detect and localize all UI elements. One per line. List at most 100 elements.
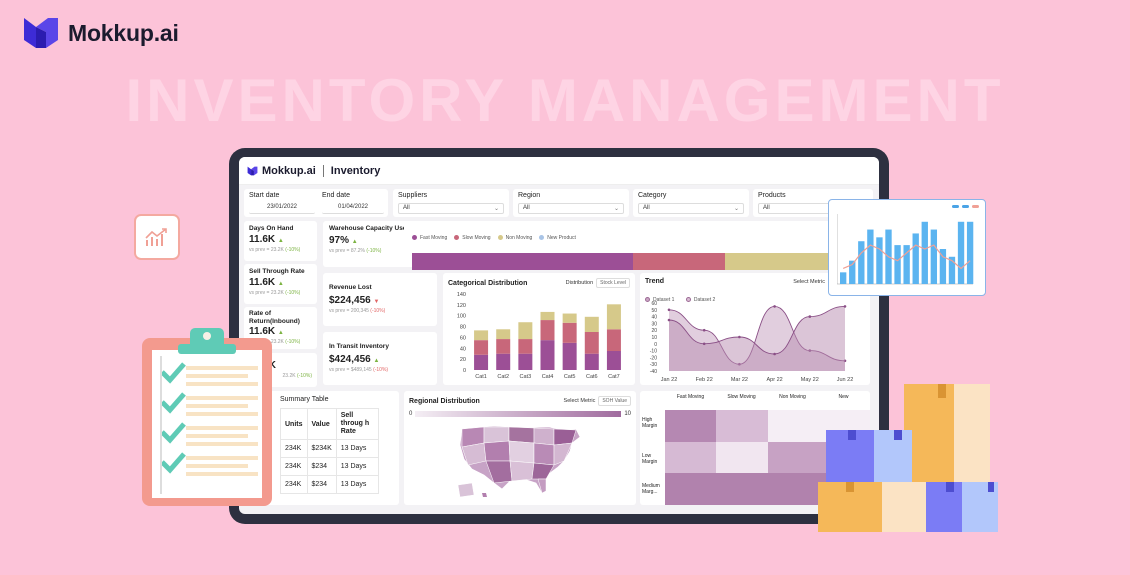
column-header: Sell throug h Rate [335, 408, 379, 440]
arrow-up-icon: ▲ [277, 330, 284, 336]
dashboard-header: Mokkup.ai Inventory [239, 157, 879, 185]
x-tick-label: Cat2 [497, 374, 509, 380]
window-dots [952, 205, 979, 208]
trend-point [667, 308, 671, 312]
check-icon [160, 452, 186, 474]
products-label: Products [758, 192, 786, 199]
y-tick-label: 60 [651, 301, 657, 307]
color-scale: 0 10 [409, 411, 631, 417]
y-tick-label: 140 [457, 292, 466, 298]
suppliers-value: All [403, 205, 410, 211]
dashboard-screen: Mokkup.ai Inventory Start date 23/01/202… [239, 157, 879, 514]
bar-segment [606, 351, 621, 370]
movement-segment [412, 253, 633, 270]
mokkup-logo-icon [247, 166, 258, 175]
arrow-down-icon: ▼ [373, 299, 380, 305]
movement-legend: Fast Moving Slow Moving Non Moving New Prod… [412, 227, 872, 245]
arrow-up-icon: ▲ [351, 239, 358, 245]
categorical-bar-chart: 0 20 40 60 80 100 120 140 Cat1 Cat2 Cat3 Cat4 Cat5 Ca… [457, 292, 621, 380]
check-icon [160, 362, 186, 384]
end-date-input[interactable]: 01/04/2022 [322, 203, 384, 214]
bar [921, 221, 928, 284]
kpi-revenue-lost: Revenue Lost $224,456 ▼ vs prev = 200,34… [323, 273, 437, 326]
category-value: All [643, 205, 650, 211]
trend-metric-selector[interactable]: Select Metric [793, 278, 825, 285]
x-tick-label: Cat3 [520, 374, 532, 380]
region-filter: Region All ⌄ [513, 189, 629, 217]
kpi-label: In Transit Inventory [329, 343, 389, 350]
bar-segment [606, 304, 621, 330]
brand-name: Mokkup.ai [68, 19, 179, 46]
kpi-sub: vs prev = 23.2K (-10%) [249, 290, 301, 296]
kpi-sub: vs prev = 87.2% (-10%) [329, 248, 382, 254]
kpi-value: K [268, 360, 276, 371]
kpi-label: Days On Hand [249, 225, 294, 232]
trend-legend: Dataset 1 Dataset 2 [645, 289, 865, 307]
y-tick-label: 0 [463, 368, 466, 374]
x-tick-label: Cat1 [475, 374, 487, 380]
category-label: Category [638, 192, 667, 199]
category-select[interactable]: All ⌄ [638, 203, 744, 214]
hero-title: INVENTORY MANAGEMENT [125, 67, 1005, 134]
bar-segment [496, 329, 511, 340]
table-row: 234K $234 13 Days [280, 457, 379, 476]
suppliers-select[interactable]: All ⌄ [398, 203, 504, 214]
distribution-selector[interactable]: Distribution Stock Level [566, 278, 630, 288]
table-header-row: Units Value Sell throug h Rate [280, 408, 379, 440]
matrix-cell [716, 473, 768, 505]
trend-point [773, 305, 776, 308]
dashboard-title: Inventory [330, 164, 381, 177]
regional-distribution-card: Regional Distribution Select Metric SOH V… [404, 391, 636, 505]
kpi-label: Rate of Return(Inbound) [249, 310, 300, 325]
table-row: 234K $234K 13 Days [280, 439, 379, 458]
dashboard-brand: Mokkup.ai [262, 164, 316, 177]
bar [912, 233, 919, 284]
bar-segment [496, 353, 511, 370]
bar-segment [540, 340, 555, 370]
bar [867, 229, 874, 284]
end-date-label: End date [322, 192, 351, 199]
chevron-down-icon: ⌄ [493, 206, 499, 212]
y-tick-label: 40 [651, 315, 657, 321]
matrix-cell [716, 410, 768, 442]
bar-segment [518, 353, 533, 370]
trend-line [842, 244, 971, 270]
mokkup-logo-icon [24, 18, 58, 48]
y-tick-label: 80 [460, 325, 466, 331]
checklist [142, 328, 272, 506]
bar [948, 256, 956, 284]
x-tick-label: Cat7 [608, 374, 620, 380]
matrix-cell [767, 410, 819, 442]
regional-metric-selector[interactable]: Select Metric SOH Value [564, 396, 631, 406]
bar [894, 245, 901, 284]
bar [849, 260, 856, 284]
y-tick-label: -30 [650, 362, 657, 368]
kpi-value: 11.6K ▲ [249, 234, 284, 245]
products-value: All [763, 205, 770, 211]
column-header: Value [306, 408, 337, 440]
region-select[interactable]: All ⌄ [518, 203, 624, 214]
brand-logo: Mokkup.ai [22, 16, 179, 50]
bar-segment [518, 339, 533, 354]
region-label: Region [518, 192, 541, 199]
trend-point [738, 335, 741, 339]
y-tick-label: 20 [651, 328, 657, 334]
y-tick-label: -20 [650, 355, 657, 361]
start-date-input[interactable]: 23/01/2022 [249, 203, 315, 214]
category-filter: Category All ⌄ [633, 189, 749, 217]
kpi-value: $224,456 ▼ [329, 295, 380, 306]
y-tick-label: -10 [650, 349, 657, 355]
x-tick-label: Jun 22 [837, 377, 854, 383]
bar [939, 249, 947, 284]
kpi-label: Sell Through Rate [249, 268, 305, 275]
kpi-value: 97% ▲ [329, 235, 358, 246]
kpi-label: Warehouse Capacity Used [329, 225, 411, 232]
kpi-sub: vs prev = 23.2K (-10%) [249, 247, 301, 253]
trend-line [668, 305, 846, 355]
bar-segment [540, 311, 555, 321]
bar-segment [474, 340, 489, 355]
tablet-frame: Mokkup.ai Inventory Start date 23/01/202… [229, 148, 889, 524]
y-tick-label: 30 [651, 321, 657, 327]
kpi-value: $424,456 ▲ [329, 354, 380, 365]
